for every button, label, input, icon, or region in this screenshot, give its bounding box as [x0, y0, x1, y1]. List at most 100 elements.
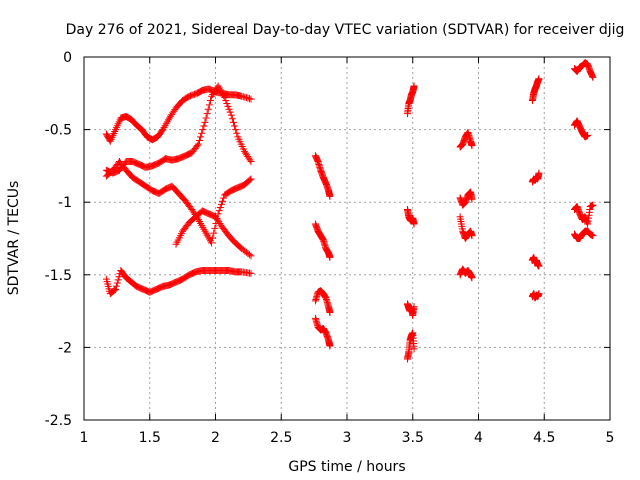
data-point: [247, 175, 255, 183]
y-tick-label: -2: [58, 340, 72, 356]
data-point: [225, 105, 233, 113]
series-arc-b: [102, 82, 255, 177]
axis-ticks: 1 1.5 2 2.5 3 3.5 4 4.5 5 0 -0.5 -1 -1.5 -2 -2.5: [45, 50, 615, 446]
data-point: [246, 156, 254, 164]
data-point: [410, 345, 418, 353]
data-point: [196, 136, 204, 144]
data-point: [227, 111, 235, 119]
data-point: [468, 232, 476, 240]
data-point: [247, 95, 255, 103]
y-tick-label: 0: [63, 50, 72, 66]
data-point: [589, 73, 597, 81]
data-point: [210, 229, 218, 237]
series-arc-j: [403, 82, 418, 118]
series-arc-s: [528, 169, 543, 186]
data-point: [206, 97, 214, 105]
data-point: [114, 276, 122, 284]
series-arc-l: [403, 300, 418, 319]
data-point: [200, 122, 208, 130]
data-point: [231, 122, 239, 130]
data-point: [211, 224, 219, 232]
data-point: [204, 105, 212, 113]
chart-title: Day 276 of 2021, Sidereal Day-to-day VTE…: [66, 22, 625, 38]
data-point: [205, 101, 213, 109]
data-point: [111, 286, 119, 294]
series-arc-m: [403, 329, 418, 363]
data-point: [226, 108, 234, 116]
data-point: [228, 115, 236, 123]
data-point: [535, 75, 543, 83]
series-arc-x: [570, 201, 597, 228]
data-point: [198, 129, 206, 137]
data-point: [194, 140, 202, 148]
series-arc-n: [456, 129, 476, 151]
y-tick-label: -2.5: [45, 413, 72, 429]
data-point: [410, 303, 418, 311]
data-point: [223, 99, 231, 107]
data-point: [326, 253, 334, 261]
data-point: [410, 82, 418, 90]
data-point: [535, 169, 543, 177]
data-point: [215, 207, 223, 215]
series-arc-k: [403, 205, 418, 228]
data-point: [193, 142, 201, 150]
series-arc-r: [528, 75, 543, 105]
data-point: [229, 118, 237, 126]
data-point: [201, 118, 209, 126]
y-tick-label: -1.5: [45, 268, 72, 284]
series-arc-w: [570, 117, 592, 141]
series-arc-d: [172, 207, 255, 260]
data-point: [247, 158, 255, 166]
data-point: [221, 94, 229, 102]
data-points: [102, 59, 597, 363]
x-tick-label: 2: [211, 430, 220, 446]
data-point: [468, 274, 476, 282]
data-point: [115, 273, 123, 281]
x-tick-label: 3.5: [402, 430, 424, 446]
x-tick-label: 2.5: [270, 430, 292, 446]
series-arc-v: [570, 59, 597, 81]
data-point: [468, 195, 476, 203]
x-tick-label: 4.5: [533, 430, 555, 446]
data-point: [233, 129, 241, 137]
data-point: [247, 252, 255, 260]
data-point: [535, 262, 543, 270]
data-point: [222, 97, 230, 105]
series-arc-q: [456, 265, 476, 282]
series-arc-t: [528, 253, 543, 270]
x-tick-label: 1: [80, 430, 89, 446]
series-arc-f: [311, 152, 334, 200]
data-point: [589, 232, 597, 240]
x-tick-label: 3: [343, 430, 352, 446]
data-point: [326, 342, 334, 350]
data-point: [209, 234, 217, 242]
data-point: [112, 285, 120, 293]
series-arc-c: [102, 158, 255, 247]
data-point: [113, 279, 121, 287]
data-point: [217, 200, 225, 208]
data-point: [232, 126, 240, 134]
data-point: [202, 114, 210, 122]
x-tick-label: 1.5: [139, 430, 161, 446]
data-point: [220, 194, 228, 202]
series-arc-i: [311, 314, 334, 350]
y-axis-label: SDTVAR / TECUs: [6, 181, 22, 296]
data-point: [208, 239, 216, 247]
data-point: [584, 131, 592, 139]
plot-frame: [83, 56, 611, 421]
data-point: [468, 142, 476, 150]
data-point: [245, 251, 253, 259]
data-point: [110, 287, 118, 295]
grid: [84, 57, 610, 420]
series-arc-h: [311, 287, 334, 317]
y-tick-label: -1: [58, 195, 72, 211]
x-tick-label: 5: [606, 430, 615, 446]
data-point: [203, 110, 211, 118]
series-arc-e: [102, 266, 255, 298]
data-point: [199, 126, 207, 134]
data-point: [326, 192, 334, 200]
x-axis-label: GPS time / hours: [288, 459, 405, 475]
data-point: [197, 133, 205, 141]
data-point: [216, 204, 224, 212]
